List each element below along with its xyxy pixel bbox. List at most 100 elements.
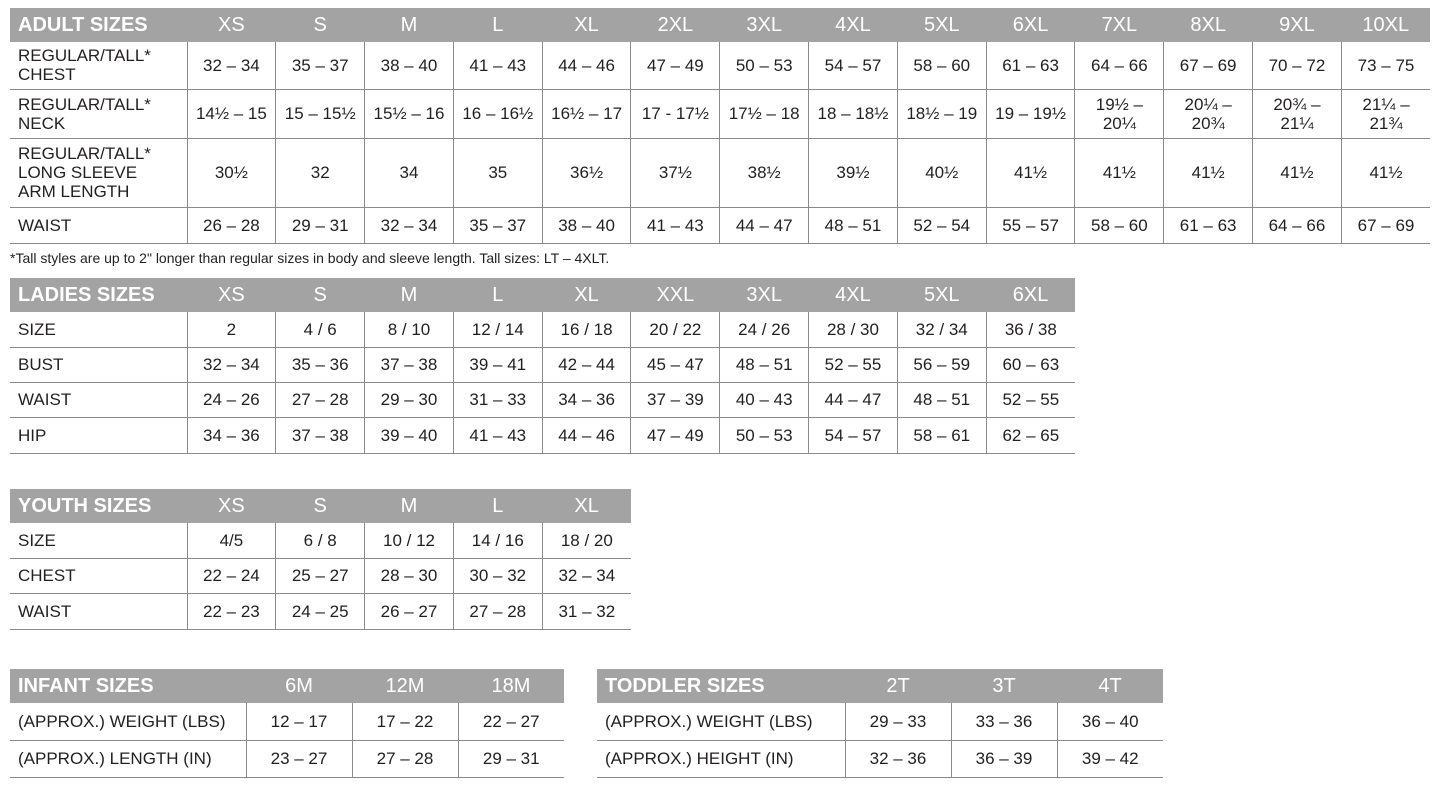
size-header-7xl: 7XL bbox=[1074, 8, 1164, 42]
cell-value: 17 – 22 bbox=[351, 703, 458, 741]
row-label: BUST bbox=[10, 347, 187, 383]
cell-value: 36 – 39 bbox=[950, 740, 1057, 778]
cell-value: 55 – 57 bbox=[985, 207, 1075, 244]
cell-value: 44 – 46 bbox=[541, 42, 631, 90]
size-header-l: L bbox=[453, 489, 543, 523]
cell-value: 60 – 63 bbox=[985, 347, 1075, 383]
ladies-size-table: LADIES SIZES XS S M L XL XXL 3XL 4XL 5XL 6XL SIZE 2 4… bbox=[10, 278, 1075, 454]
row-label: CHEST bbox=[10, 558, 187, 594]
cell-value: 39 – 40 bbox=[364, 417, 454, 454]
cell-value: 16½ – 17 bbox=[541, 89, 631, 139]
cell-value: 34 – 36 bbox=[541, 382, 631, 418]
size-header-xs: XS bbox=[187, 489, 276, 523]
size-header-xs: XS bbox=[187, 278, 276, 312]
cell-value: 37 – 38 bbox=[364, 347, 454, 383]
cell-value: 12 – 17 bbox=[245, 703, 352, 741]
cell-value: 6 / 8 bbox=[275, 523, 365, 559]
table-row: (APPROX.) WEIGHT (LBS) 29 – 33 33 – 36 36 –… bbox=[597, 703, 1163, 741]
cell-value: 52 – 55 bbox=[808, 347, 898, 383]
infant-size-table: INFANT SIZES 6M 12M 18M (APPROX.) WEIGHT (LB… bbox=[10, 669, 564, 778]
size-header-s: S bbox=[275, 278, 365, 312]
cell-value: 47 – 49 bbox=[630, 42, 720, 90]
cell-value: 28 – 30 bbox=[364, 558, 454, 594]
cell-value: 32 – 34 bbox=[364, 207, 454, 244]
size-header-s: S bbox=[275, 8, 365, 42]
cell-value: 62 – 65 bbox=[985, 417, 1075, 454]
table-row: WAIST 22 – 23 24 – 25 26 – 27 27 – 28 31 – 32 bbox=[10, 593, 631, 630]
cell-value: 26 – 27 bbox=[364, 593, 454, 630]
size-header-m: M bbox=[364, 278, 454, 312]
size-header-4xl: 4XL bbox=[808, 8, 898, 42]
adult-size-table: ADULT SIZES XS S M L XL 2XL 3XL 4XL 5XL 6XL 7XL 8XL 9… bbox=[10, 8, 1431, 244]
cell-value: 17 - 17½ bbox=[630, 89, 720, 139]
cell-value: 31 – 32 bbox=[541, 593, 631, 630]
row-label: SIZE bbox=[10, 312, 187, 348]
size-header-9xl: 9XL bbox=[1252, 8, 1342, 42]
header-row: YOUTH SIZES XS S M L XL bbox=[10, 489, 631, 523]
size-header-xl: XL bbox=[542, 8, 631, 42]
cell-value: 36 / 38 bbox=[985, 312, 1075, 348]
table-title: LADIES SIZES bbox=[10, 278, 187, 312]
cell-value: 38 – 40 bbox=[364, 42, 454, 90]
table-row: WAIST 26 – 28 29 – 31 32 – 34 35 – 37 38 – 40… bbox=[10, 207, 1431, 244]
cell-value: 20 / 22 bbox=[630, 312, 720, 348]
cell-value: 26 – 28 bbox=[186, 207, 276, 244]
cell-value: 29 – 31 bbox=[457, 740, 564, 778]
row-label: HIP bbox=[10, 417, 187, 454]
cell-value: 8 / 10 bbox=[364, 312, 454, 348]
cell-value: 54 – 57 bbox=[808, 417, 898, 454]
row-label: WAIST bbox=[10, 593, 187, 630]
cell-value: 2 bbox=[186, 312, 276, 348]
row-label: (APPROX.) WEIGHT (LBS) bbox=[597, 703, 845, 741]
cell-value: 41½ bbox=[1252, 138, 1342, 208]
header-row: TODDLER SIZES 2T 3T 4T bbox=[597, 669, 1163, 703]
cell-value: 41 – 43 bbox=[452, 417, 543, 454]
size-header-3xl: 3XL bbox=[719, 278, 809, 312]
cell-value: 42 – 44 bbox=[541, 347, 631, 383]
cell-value: 44 – 47 bbox=[719, 207, 809, 244]
cell-value: 4 / 6 bbox=[275, 312, 365, 348]
size-header-xl: XL bbox=[542, 489, 631, 523]
size-header-12m: 12M bbox=[352, 669, 458, 703]
cell-value: 64 – 66 bbox=[1252, 207, 1342, 244]
cell-value: 70 – 72 bbox=[1252, 42, 1342, 90]
tall-footnote: *Tall styles are up to 2" longer than re… bbox=[10, 250, 610, 266]
size-header-4xl: 4XL bbox=[808, 278, 898, 312]
cell-value: 52 – 54 bbox=[896, 207, 987, 244]
cell-value: 22 – 24 bbox=[186, 558, 276, 594]
cell-value: 45 – 47 bbox=[630, 347, 720, 383]
cell-value: 58 – 60 bbox=[1074, 207, 1164, 244]
size-header-l: L bbox=[453, 278, 543, 312]
cell-value: 38½ bbox=[719, 138, 809, 208]
cell-value: 35 – 37 bbox=[452, 207, 543, 244]
cell-value: 29 – 30 bbox=[364, 382, 454, 418]
size-header-6xl: 6XL bbox=[986, 8, 1075, 42]
cell-value: 22 – 27 bbox=[457, 703, 564, 741]
cell-value: 29 – 31 bbox=[275, 207, 365, 244]
row-label: REGULAR/TALL* LONG SLEEVE ARM LENGTH bbox=[10, 138, 187, 208]
cell-value: 32 / 34 bbox=[896, 312, 987, 348]
cell-value: 30½ bbox=[186, 138, 276, 208]
cell-value: 17½ – 18 bbox=[719, 89, 809, 139]
size-header-3xl: 3XL bbox=[719, 8, 809, 42]
cell-value: 34 – 36 bbox=[186, 417, 276, 454]
cell-value: 47 – 49 bbox=[630, 417, 720, 454]
size-header-4t: 4T bbox=[1057, 669, 1163, 703]
table-title: TODDLER SIZES bbox=[597, 669, 845, 703]
row-label: (APPROX.) LENGTH (IN) bbox=[10, 740, 246, 778]
table-row: WAIST 24 – 26 27 – 28 29 – 30 31 – 33 34 – 36… bbox=[10, 382, 1075, 418]
cell-value: 20¼ – 20¾ bbox=[1163, 89, 1253, 139]
cell-value: 58 – 61 bbox=[896, 417, 987, 454]
youth-size-table: YOUTH SIZES XS S M L XL SIZE 4/5 6 / 8 10 / 12 14 … bbox=[10, 489, 631, 630]
cell-value: 15 – 15½ bbox=[275, 89, 365, 139]
cell-value: 52 – 55 bbox=[985, 382, 1075, 418]
row-label: WAIST bbox=[10, 207, 187, 244]
cell-value: 34 bbox=[364, 138, 454, 208]
header-row: INFANT SIZES 6M 12M 18M bbox=[10, 669, 564, 703]
cell-value: 41½ bbox=[1340, 138, 1431, 208]
cell-value: 41 – 43 bbox=[452, 42, 543, 90]
cell-value: 36 – 40 bbox=[1056, 703, 1163, 741]
cell-value: 64 – 66 bbox=[1074, 42, 1164, 90]
cell-value: 27 – 28 bbox=[351, 740, 458, 778]
